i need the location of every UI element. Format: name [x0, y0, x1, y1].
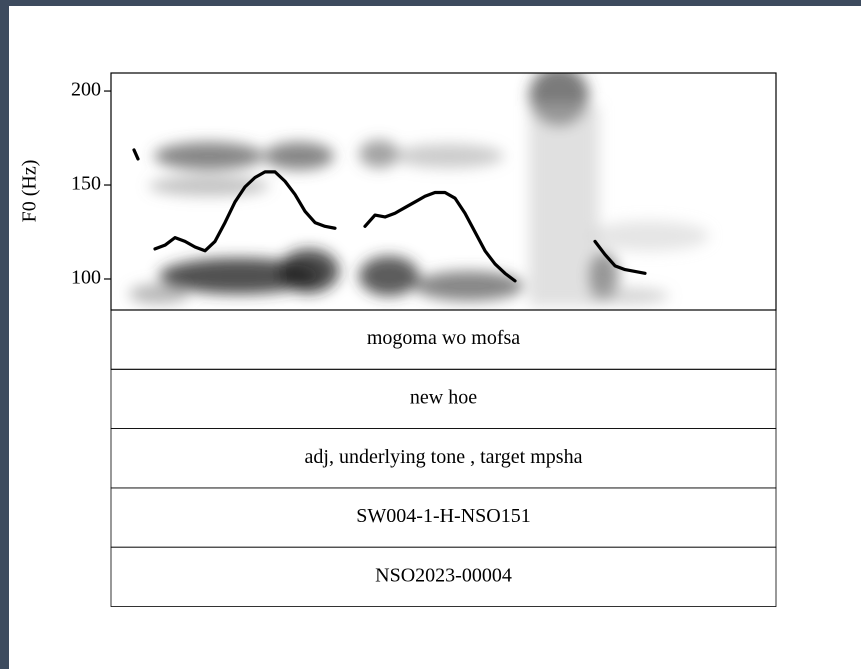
y-tick-label: 150	[71, 173, 101, 195]
y-tick-label: 200	[71, 79, 101, 101]
page-body: {"chart_data": {"type": "line", "ylabel"…	[0, 0, 861, 669]
y-tick-label: 100	[71, 267, 101, 289]
tier-label: adj, underlying tone , target mpsha	[305, 446, 583, 468]
tier-label: SW004-1-H-NSO151	[356, 505, 530, 527]
tier-label: new hoe	[410, 387, 477, 409]
tier-label: NSO2023-00004	[375, 564, 512, 586]
chart: F0 (Hz) 100 150 200 mogoma wo mofsa new hoe a…	[9, 6, 861, 669]
tier-label: mogoma wo mofsa	[367, 327, 520, 349]
y-axis-label: F0 (Hz)	[19, 160, 41, 223]
page: F0 (Hz) 100 150 200 mogoma wo mofsa new hoe a…	[9, 6, 861, 669]
f0-contour	[134, 150, 138, 159]
